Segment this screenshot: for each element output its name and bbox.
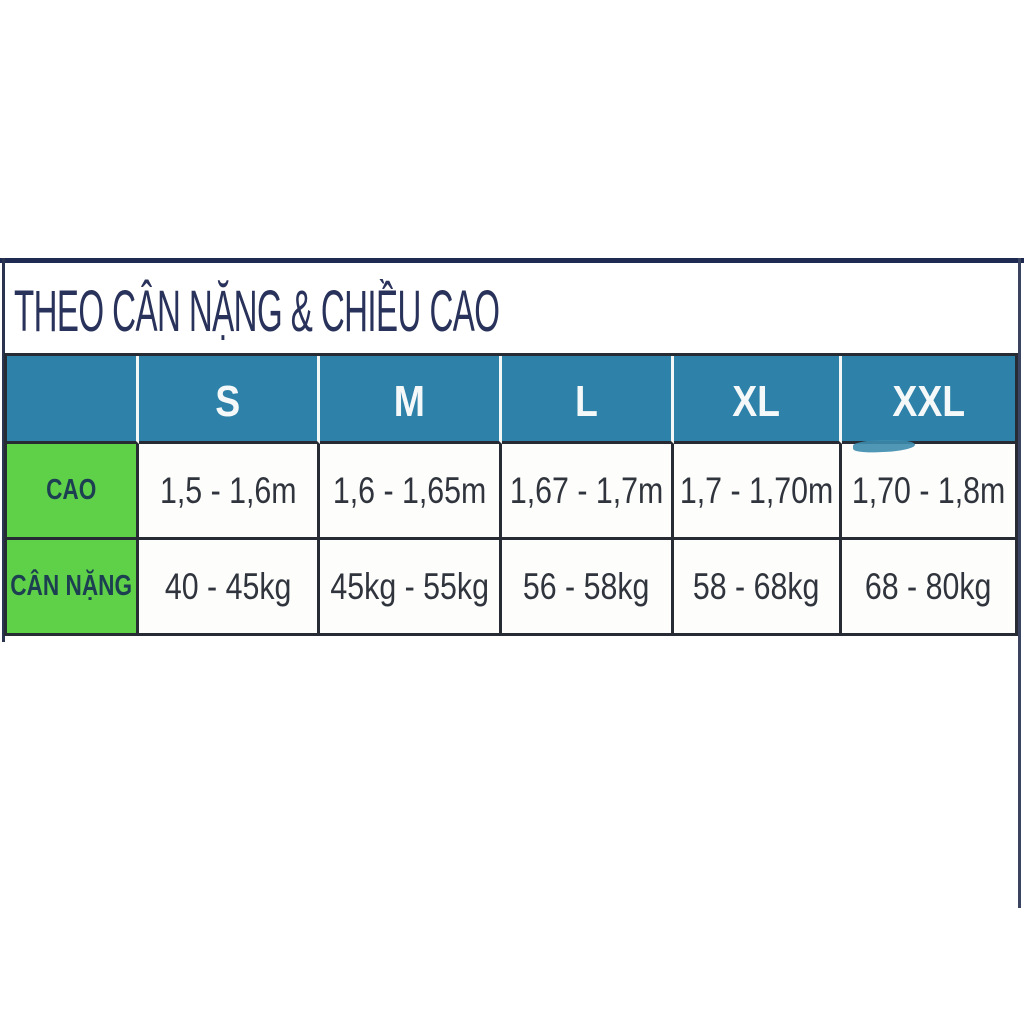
column-header-l: L [502, 356, 674, 444]
height-value-m: 1,6 - 1,65m [320, 444, 502, 540]
weight-value-l: 56 - 58kg [502, 540, 674, 633]
column-header-m: M [320, 356, 502, 444]
panel-left-border [2, 258, 5, 642]
table-corner-cell [7, 356, 139, 444]
row-label-height: CAO [7, 444, 139, 540]
height-value-s: 1,5 - 1,6m [139, 444, 320, 540]
column-header-xl: XL [674, 356, 842, 444]
height-value-l: 1,67 - 1,7m [502, 444, 674, 540]
column-header-s: S [139, 356, 320, 444]
height-value-xxl: 1,70 - 1,8m [842, 444, 1015, 540]
weight-value-m: 45kg - 55kg [320, 540, 502, 633]
height-value-xl: 1,7 - 1,70m [674, 444, 842, 540]
weight-value-xl: 58 - 68kg [674, 540, 842, 633]
size-table: S M L XL XXL CAO 1,5 - 1,6m 1,6 - 1,65m … [4, 353, 1018, 636]
weight-value-xxl: 68 - 80kg [842, 540, 1015, 633]
row-label-weight: CÂN NẶNG [7, 540, 139, 633]
panel-right-border [1018, 258, 1021, 908]
panel-top-border [0, 258, 1024, 263]
size-chart-title: THEO CÂN NẶNG & CHIỀU CAO [14, 279, 500, 344]
weight-value-s: 40 - 45kg [139, 540, 320, 633]
column-header-xxl: XXL [842, 356, 1015, 444]
